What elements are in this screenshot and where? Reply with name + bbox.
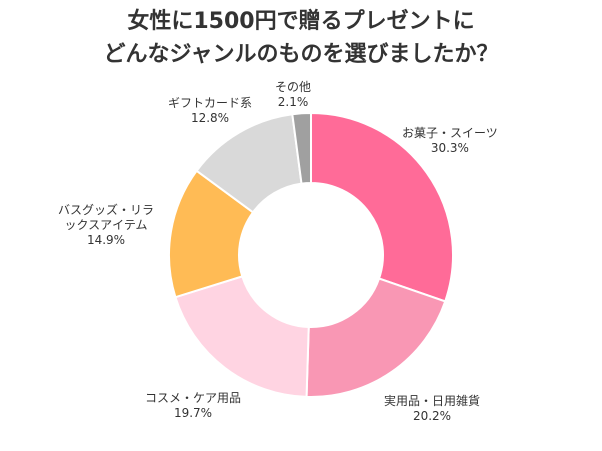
slice-other bbox=[291, 111, 312, 185]
label-bath-goods-name-line-1: バスグッズ・リラ bbox=[58, 203, 155, 217]
label-cosmetics-name: コスメ・ケア用品 bbox=[145, 391, 242, 405]
chart-title-line-2: どんなジャンルのものを選びましたか？ bbox=[103, 42, 499, 67]
label-gift-card: ギフトカード系 12.8% bbox=[168, 96, 252, 126]
label-cosmetics: コスメ・ケア用品 19.7% bbox=[145, 391, 241, 421]
label-gift-card-name: ギフトカード系 bbox=[168, 96, 253, 110]
slice-cosmetics bbox=[174, 275, 310, 398]
label-sweets: お菓子・スイーツ 30.3% bbox=[402, 126, 498, 156]
slice-daily-goods bbox=[305, 277, 447, 398]
slice-sweets bbox=[310, 111, 454, 303]
chart-title: 女性に1500円で贈るプレゼントに どんなジャンルのものを選びましたか？ bbox=[0, 5, 602, 71]
donut-slices bbox=[168, 111, 454, 398]
label-bath-goods: バスグッズ・リラ ックスアイテム 14.9% bbox=[58, 203, 154, 248]
chart-title-line-1: 女性に1500円で贈るプレゼントに bbox=[127, 9, 475, 34]
label-sweets-name: お菓子・スイーツ bbox=[402, 126, 498, 140]
label-bath-goods-value: 14.9% bbox=[86, 233, 126, 247]
label-gift-card-value: 12.8% bbox=[190, 111, 230, 125]
label-bath-goods-name-line-2: ックスアイテム bbox=[64, 218, 148, 232]
label-sweets-value: 30.3% bbox=[430, 141, 469, 155]
label-daily-goods-value: 20.2% bbox=[412, 409, 452, 423]
label-other-value: 2.1% bbox=[277, 95, 309, 109]
label-daily-goods-name: 実用品・日用雑貨 bbox=[384, 394, 481, 408]
label-other-name: その他 bbox=[275, 80, 312, 94]
label-daily-goods: 実用品・日用雑貨 20.2% bbox=[384, 394, 480, 424]
label-cosmetics-value: 19.7% bbox=[173, 406, 213, 420]
label-other: その他 2.1% bbox=[275, 80, 311, 110]
